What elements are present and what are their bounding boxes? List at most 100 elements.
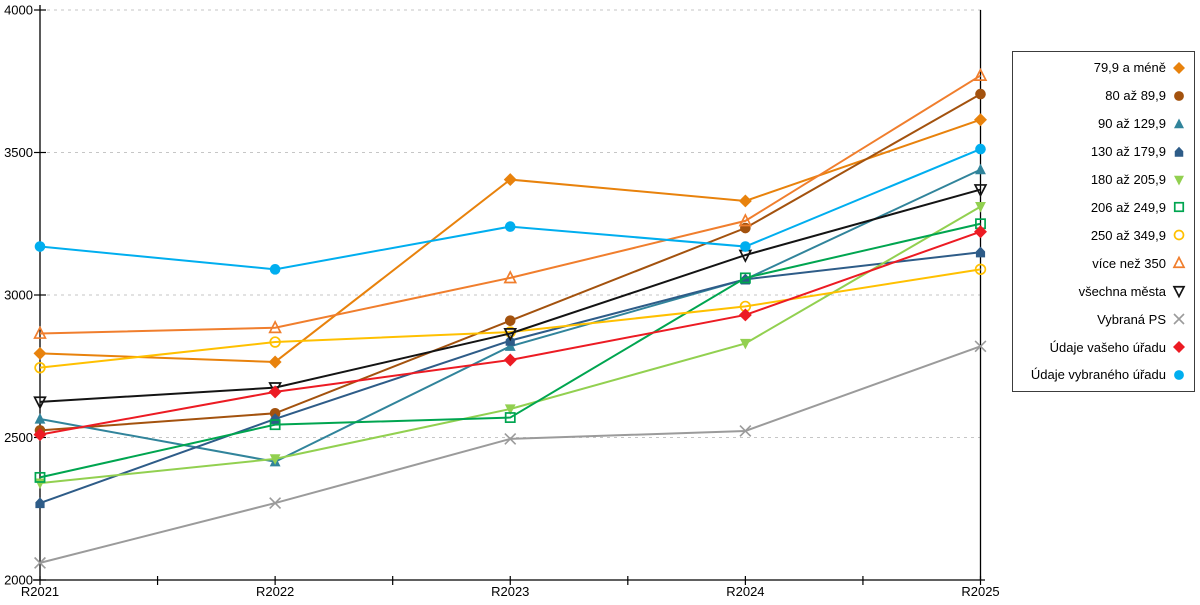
series-line-1	[39, 93, 981, 432]
data-point-s11-R2024[interactable]	[740, 241, 751, 252]
legend-marker-icon	[1173, 202, 1185, 213]
data-point-s8-R2025[interactable]	[973, 184, 988, 198]
x-axis-label-R2025: R2025	[961, 584, 999, 599]
y-axis-label-3500: 3500	[4, 145, 33, 160]
data-point-s3-R2022[interactable]	[270, 413, 280, 425]
data-point-s0-R2023[interactable]	[503, 173, 517, 187]
legend-label: 130 až 179,9	[1090, 144, 1166, 160]
legend-item-2[interactable]: 90 až 129,9	[1013, 116, 1194, 132]
data-point-s10-R2023[interactable]	[503, 353, 517, 367]
y-axis-label-2500: 2500	[4, 430, 33, 445]
data-point-s1-R2025[interactable]	[975, 88, 986, 100]
data-point-s0-R2022[interactable]	[268, 355, 282, 369]
legend-marker-glyph	[1173, 202, 1185, 213]
legend-label: 79,9 a méně	[1093, 60, 1166, 76]
x-axis-label-R2023: R2023	[491, 584, 529, 599]
data-point-s5-R2022[interactable]	[269, 419, 281, 431]
legend-item-9[interactable]: Vybraná PS	[1013, 311, 1194, 327]
legend-marker-icon	[1173, 341, 1185, 354]
data-point-s11-R2023[interactable]	[504, 221, 516, 232]
data-point-s0-R2024[interactable]	[738, 194, 752, 208]
legend-marker-glyph	[1172, 255, 1186, 269]
data-point-s4-R2022[interactable]	[269, 454, 281, 465]
data-point-s9-R2024[interactable]	[739, 424, 752, 437]
data-point-s7-R2023[interactable]	[503, 270, 518, 284]
data-point-s11-R2025[interactable]	[975, 143, 986, 155]
legend-label: Vybraná PS	[1097, 311, 1166, 327]
data-point-s8-R2021[interactable]	[33, 396, 47, 410]
legend-label: 80 až 89,9	[1105, 88, 1166, 104]
legend-label: více než 350	[1092, 255, 1166, 271]
data-point-s7-R2024[interactable]	[738, 213, 753, 227]
data-point-s2-R2021[interactable]	[34, 413, 46, 424]
data-point-s0-R2021[interactable]	[33, 346, 47, 360]
legend: 79,9 a méně 80 až 89,9 90 až 129,9 130 až 1…	[1012, 51, 1195, 392]
data-point-s5-R2021[interactable]	[34, 471, 46, 483]
data-point-s3-R2025[interactable]	[975, 246, 986, 258]
series-line-8	[39, 188, 981, 403]
legend-item-1[interactable]: 80 až 89,9	[1013, 88, 1194, 104]
data-point-s8-R2023[interactable]	[503, 328, 518, 342]
series-line-9	[39, 345, 981, 564]
data-point-s5-R2024[interactable]	[739, 272, 751, 284]
data-point-s4-R2024[interactable]	[739, 338, 751, 350]
data-point-s5-R2023[interactable]	[504, 412, 516, 423]
legend-label: 250 až 349,9	[1090, 227, 1166, 243]
legend-marker-glyph	[1174, 118, 1184, 129]
data-point-s4-R2025[interactable]	[975, 202, 986, 213]
data-point-s7-R2025[interactable]	[973, 67, 988, 81]
data-point-s10-R2022[interactable]	[268, 385, 282, 399]
data-point-s10-R2025[interactable]	[974, 225, 987, 239]
legend-item-4[interactable]: 180 až 205,9	[1013, 172, 1194, 188]
legend-marker-glyph	[1174, 146, 1184, 157]
series-line-7	[39, 74, 982, 335]
data-point-s6-R2022[interactable]	[269, 336, 281, 348]
data-point-s4-R2023[interactable]	[504, 404, 516, 415]
data-point-s0-R2025[interactable]	[974, 113, 987, 127]
legend-item-5[interactable]: 206 až 249,9	[1013, 199, 1194, 215]
data-point-s6-R2021[interactable]	[34, 361, 46, 374]
legend-marker-glyph	[1173, 61, 1185, 74]
legend-marker-icon	[1174, 118, 1184, 129]
data-point-s7-R2021[interactable]	[33, 325, 47, 339]
y-axis-label-2000: 2000	[4, 573, 33, 588]
series-line-5	[39, 222, 981, 479]
legend-item-11[interactable]: Údaje vybraného úřadu	[1013, 367, 1194, 383]
data-point-s9-R2021[interactable]	[34, 556, 46, 569]
data-point-s10-R2024[interactable]	[738, 308, 752, 322]
legend-item-7[interactable]: více než 350	[1013, 255, 1194, 271]
legend-item-6[interactable]: 250 až 349,9	[1013, 227, 1194, 243]
data-point-s9-R2025[interactable]	[974, 340, 987, 353]
data-point-s7-R2022[interactable]	[268, 319, 282, 334]
legend-marker-glyph	[1174, 175, 1184, 186]
data-point-s9-R2023[interactable]	[504, 432, 517, 445]
legend-marker-icon	[1174, 146, 1184, 157]
legend-marker-icon	[1174, 175, 1184, 186]
legend-marker-glyph	[1173, 313, 1185, 325]
data-point-s9-R2022[interactable]	[269, 497, 282, 510]
data-point-s1-R2022[interactable]	[269, 407, 281, 419]
data-point-s11-R2021[interactable]	[34, 241, 46, 252]
legend-item-10[interactable]: Údaje vašeho úřadu	[1013, 339, 1194, 355]
legend-label: 90 až 129,9	[1098, 116, 1166, 132]
data-point-s6-R2025[interactable]	[974, 263, 987, 276]
legend-item-0[interactable]: 79,9 a méně	[1013, 60, 1194, 76]
data-point-s3-R2021[interactable]	[35, 497, 45, 509]
legend-item-3[interactable]: 130 až 179,9	[1013, 144, 1194, 160]
legend-marker-glyph	[1173, 341, 1185, 354]
legend-marker-icon	[1173, 230, 1185, 241]
data-point-s2-R2025[interactable]	[975, 163, 986, 175]
x-axis-label-R2024: R2024	[726, 584, 764, 599]
legend-marker-glyph	[1174, 90, 1184, 101]
legend-marker-icon	[1172, 255, 1186, 269]
legend-item-8[interactable]: všechna města	[1013, 283, 1194, 299]
legend-label: 180 až 205,9	[1090, 172, 1166, 188]
data-point-s1-R2023[interactable]	[504, 315, 516, 326]
legend-marker-icon	[1174, 90, 1184, 101]
data-point-s11-R2022[interactable]	[269, 264, 281, 275]
legend-marker-icon	[1174, 370, 1184, 380]
data-point-s10-R2021[interactable]	[33, 428, 47, 442]
data-point-s1-R2024[interactable]	[740, 222, 751, 234]
